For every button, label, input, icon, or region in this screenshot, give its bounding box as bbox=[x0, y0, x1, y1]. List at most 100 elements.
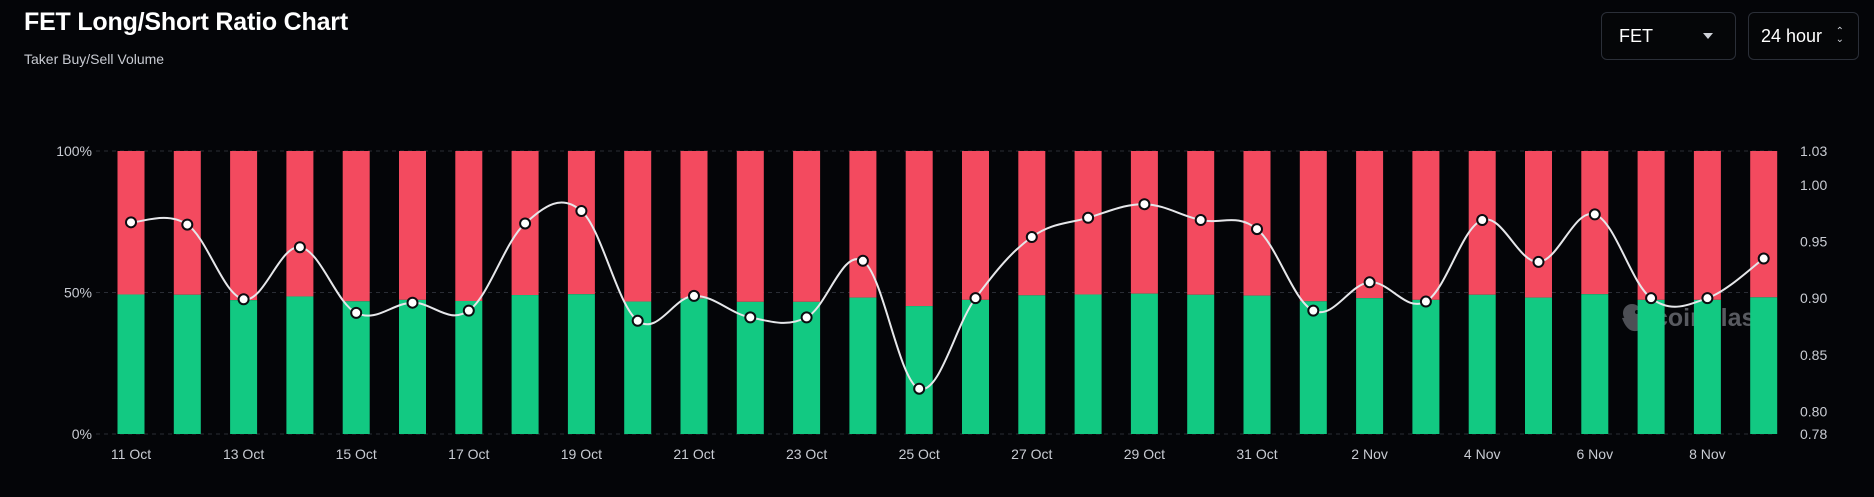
long-bar bbox=[455, 300, 483, 434]
long-bar bbox=[1412, 299, 1440, 434]
short-bar bbox=[680, 151, 708, 299]
long-bar bbox=[1187, 294, 1215, 434]
ratio-point bbox=[1194, 214, 1207, 227]
x-tick-label: 8 Nov bbox=[1689, 446, 1726, 462]
short-bar bbox=[905, 151, 933, 307]
x-tick-label: 4 Nov bbox=[1464, 446, 1501, 462]
short-bar bbox=[1750, 151, 1778, 298]
long-bar bbox=[1581, 294, 1609, 434]
y-right-tick-label: 1.00 bbox=[1800, 177, 1827, 193]
long-bar bbox=[399, 299, 426, 434]
ratio-point bbox=[1025, 231, 1038, 244]
chart-subtitle: Taker Buy/Sell Volume bbox=[24, 51, 165, 67]
short-bar bbox=[342, 151, 370, 302]
y-right-tick-label: 0.78 bbox=[1800, 426, 1827, 442]
long-bar bbox=[849, 297, 877, 434]
ratio-point bbox=[1476, 214, 1489, 227]
long-bar bbox=[1299, 301, 1327, 434]
short-bar bbox=[962, 151, 989, 300]
y-left-tick-label: 100% bbox=[56, 143, 92, 159]
ratio-point bbox=[1082, 211, 1095, 224]
x-tick-label: 25 Oct bbox=[899, 446, 940, 462]
short-bar bbox=[1525, 151, 1552, 298]
long-bar bbox=[230, 300, 258, 434]
short-bar bbox=[230, 151, 258, 301]
ratio-point bbox=[293, 241, 306, 254]
long-bar bbox=[905, 306, 933, 434]
y-right-tick-label: 0.80 bbox=[1800, 403, 1827, 419]
short-bar bbox=[1693, 151, 1721, 300]
ratio-point bbox=[800, 311, 813, 324]
y-right-tick-label: 0.85 bbox=[1800, 347, 1827, 363]
chevron-down-icon bbox=[1703, 33, 1713, 39]
short-bar bbox=[1299, 151, 1327, 302]
chevron-up-down-icon: ⌃ ⌄ bbox=[1835, 26, 1844, 45]
ratio-point bbox=[1645, 292, 1658, 305]
chart-axes: 0% 50% 100% 0.78 0.80 0.85 0.90 0.95 1.00 1.03 11 … bbox=[56, 143, 1827, 462]
long-bar bbox=[1750, 297, 1778, 434]
time-range-select-value: 24 hour bbox=[1761, 25, 1823, 46]
ratio-line bbox=[130, 201, 1765, 390]
x-tick-label: 11 Oct bbox=[111, 446, 151, 462]
ratio-line-series bbox=[125, 198, 1770, 395]
symbol-select[interactable]: FET bbox=[1601, 12, 1736, 60]
chart-grid bbox=[96, 150, 1776, 435]
ratio-point bbox=[1532, 255, 1545, 268]
short-bar bbox=[1581, 151, 1609, 295]
ratio-point bbox=[406, 296, 419, 309]
x-tick-label: 13 Oct bbox=[223, 446, 264, 462]
x-tick-label: 29 Oct bbox=[1124, 446, 1165, 462]
short-bar bbox=[793, 151, 821, 302]
ratio-point bbox=[969, 292, 982, 305]
x-tick-label: 19 Oct bbox=[561, 446, 602, 462]
long-bar bbox=[567, 294, 595, 434]
x-tick-label: 2 Nov bbox=[1351, 446, 1388, 462]
time-range-select[interactable]: 24 hour ⌃ ⌄ bbox=[1748, 12, 1859, 60]
y-left-tick-label: 50% bbox=[64, 285, 92, 301]
long-bar bbox=[286, 296, 314, 434]
long-bar bbox=[1693, 299, 1721, 434]
long-bar bbox=[1243, 295, 1271, 434]
ratio-point bbox=[125, 216, 137, 229]
y-right-tick-label: 0.90 bbox=[1800, 290, 1827, 306]
long-bar bbox=[962, 299, 989, 434]
ratio-point bbox=[856, 254, 869, 267]
long-bar bbox=[1525, 297, 1552, 434]
ratio-point bbox=[237, 293, 250, 306]
x-tick-label: 15 Oct bbox=[336, 446, 377, 462]
ratio-point bbox=[462, 304, 475, 317]
long-bar bbox=[1074, 294, 1102, 434]
short-bar bbox=[286, 151, 314, 297]
ratio-point bbox=[1419, 295, 1432, 308]
long-bar bbox=[1018, 295, 1046, 434]
ratio-point bbox=[1363, 276, 1376, 289]
long-bar bbox=[173, 294, 201, 434]
short-bar bbox=[399, 151, 426, 300]
bar-series bbox=[117, 151, 1778, 434]
symbol-select-value: FET bbox=[1619, 25, 1653, 46]
ratio-point bbox=[1588, 208, 1601, 221]
short-bar bbox=[1412, 151, 1440, 300]
x-tick-label: 31 Oct bbox=[1236, 446, 1277, 462]
y-right-tick-label: 0.95 bbox=[1800, 234, 1827, 250]
short-bar bbox=[455, 151, 483, 301]
y-right-tick-label: 1.03 bbox=[1800, 143, 1827, 159]
x-tick-label: 21 Oct bbox=[673, 446, 714, 462]
short-bar bbox=[736, 151, 764, 302]
ratio-point bbox=[181, 218, 194, 231]
short-bar bbox=[624, 151, 652, 302]
short-bar bbox=[1018, 151, 1046, 296]
x-tick-label: 17 Oct bbox=[448, 446, 489, 462]
ratio-point bbox=[1307, 304, 1320, 317]
short-bar bbox=[1637, 151, 1665, 300]
y-left-tick-label: 0% bbox=[72, 426, 92, 442]
x-tick-label: 6 Nov bbox=[1577, 446, 1614, 462]
ratio-point bbox=[519, 217, 532, 230]
ratio-point bbox=[631, 314, 644, 327]
long-bar bbox=[342, 301, 370, 434]
long-bar bbox=[1468, 294, 1496, 434]
ratio-point bbox=[350, 306, 363, 319]
ratio-point bbox=[1251, 223, 1263, 236]
long-bar bbox=[1130, 293, 1158, 434]
long-bar bbox=[736, 301, 764, 434]
